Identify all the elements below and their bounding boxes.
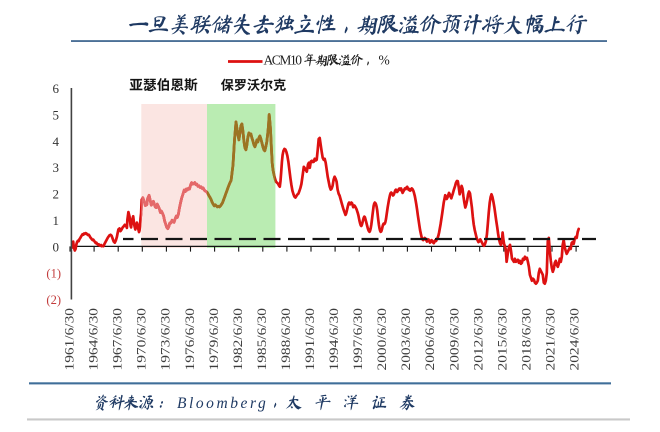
svg-text:(2): (2) (46, 293, 61, 307)
svg-text:Bloomberg: Bloomberg (177, 395, 268, 412)
svg-text:1979/6/30: 1979/6/30 (206, 308, 221, 371)
svg-text:4: 4 (53, 134, 60, 149)
svg-text:1994/6/30: 1994/6/30 (326, 308, 341, 371)
svg-text:1976/6/30: 1976/6/30 (182, 308, 197, 371)
svg-text:1997/6/30: 1997/6/30 (350, 308, 365, 371)
svg-text:1973/6/30: 1973/6/30 (158, 308, 173, 371)
svg-text:6: 6 (53, 81, 60, 96)
svg-text:2003/6/30: 2003/6/30 (398, 308, 413, 371)
svg-text:(1): (1) (46, 267, 61, 281)
svg-text:5: 5 (53, 108, 60, 123)
svg-text:2012/6/30: 2012/6/30 (470, 308, 485, 371)
svg-text:1967/6/30: 1967/6/30 (110, 308, 125, 371)
svg-text:1988/6/30: 1988/6/30 (278, 308, 293, 371)
svg-text:2: 2 (53, 187, 60, 202)
svg-text:1970/6/30: 1970/6/30 (134, 308, 149, 371)
svg-text:2024/6/30: 2024/6/30 (567, 308, 582, 371)
svg-text:1964/6/30: 1964/6/30 (86, 308, 101, 371)
svg-text:1985/6/30: 1985/6/30 (254, 308, 269, 371)
svg-text:2018/6/30: 2018/6/30 (519, 308, 534, 371)
svg-text:1991/6/30: 1991/6/30 (302, 308, 317, 371)
svg-text:3: 3 (53, 160, 60, 175)
svg-text:2006/6/30: 2006/6/30 (422, 308, 437, 371)
svg-text:2000/6/30: 2000/6/30 (374, 308, 389, 371)
svg-text:0: 0 (53, 239, 60, 254)
svg-text:2009/6/30: 2009/6/30 (446, 308, 461, 371)
svg-text:2021/6/30: 2021/6/30 (543, 308, 558, 371)
svg-text:ACM10: ACM10 (264, 53, 303, 68)
svg-text:1: 1 (53, 213, 60, 228)
svg-text:%: % (379, 53, 390, 68)
svg-text:1961/6/30: 1961/6/30 (62, 308, 77, 371)
svg-text:2015/6/30: 2015/6/30 (494, 308, 509, 371)
svg-text:1982/6/30: 1982/6/30 (230, 308, 245, 371)
